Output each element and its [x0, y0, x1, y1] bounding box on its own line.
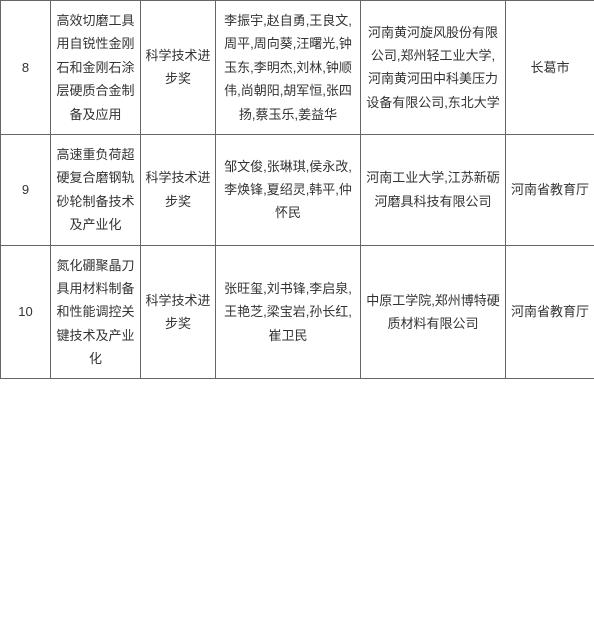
cell-rec: 长葛市 — [506, 1, 594, 135]
cell-org: 河南工业大学,江苏新砺河磨具科技有限公司 — [361, 134, 506, 245]
cell-title: 氮化硼聚晶刀具用材料制备和性能调控关键技术及产业化 — [51, 245, 141, 379]
cell-org: 中原工学院,郑州博特硬质材料有限公司 — [361, 245, 506, 379]
cell-award: 科学技术进步奖 — [141, 245, 216, 379]
cell-award: 科学技术进步奖 — [141, 1, 216, 135]
cell-rec: 河南省教育厅 — [506, 134, 594, 245]
table-row: 10 氮化硼聚晶刀具用材料制备和性能调控关键技术及产业化 科学技术进步奖 张旺玺… — [1, 245, 594, 379]
cell-num: 8 — [1, 1, 51, 135]
cell-rec: 河南省教育厅 — [506, 245, 594, 379]
cell-award: 科学技术进步奖 — [141, 134, 216, 245]
cell-people: 邹文俊,张琳琪,侯永改,李焕锋,夏绍灵,韩平,仲怀民 — [216, 134, 361, 245]
cell-num: 9 — [1, 134, 51, 245]
cell-num: 10 — [1, 245, 51, 379]
table-row: 9 高速重负荷超硬复合磨钢轨砂轮制备技术及产业化 科学技术进步奖 邹文俊,张琳琪… — [1, 134, 594, 245]
table-row: 8 高效切磨工具用自锐性金刚石和金刚石涂层硬质合金制备及应用 科学技术进步奖 李… — [1, 1, 594, 135]
cell-people: 李振宇,赵自勇,王良文,周平,周向葵,汪曙光,钟玉东,李明杰,刘林,钟顺伟,尚朝… — [216, 1, 361, 135]
cell-title: 高速重负荷超硬复合磨钢轨砂轮制备技术及产业化 — [51, 134, 141, 245]
data-table: 8 高效切磨工具用自锐性金刚石和金刚石涂层硬质合金制备及应用 科学技术进步奖 李… — [0, 0, 594, 379]
cell-title: 高效切磨工具用自锐性金刚石和金刚石涂层硬质合金制备及应用 — [51, 1, 141, 135]
cell-org: 河南黄河旋风股份有限公司,郑州轻工业大学,河南黄河田中科美压力设备有限公司,东北… — [361, 1, 506, 135]
cell-people: 张旺玺,刘书锋,李启泉,王艳芝,梁宝岩,孙长红,崔卫民 — [216, 245, 361, 379]
